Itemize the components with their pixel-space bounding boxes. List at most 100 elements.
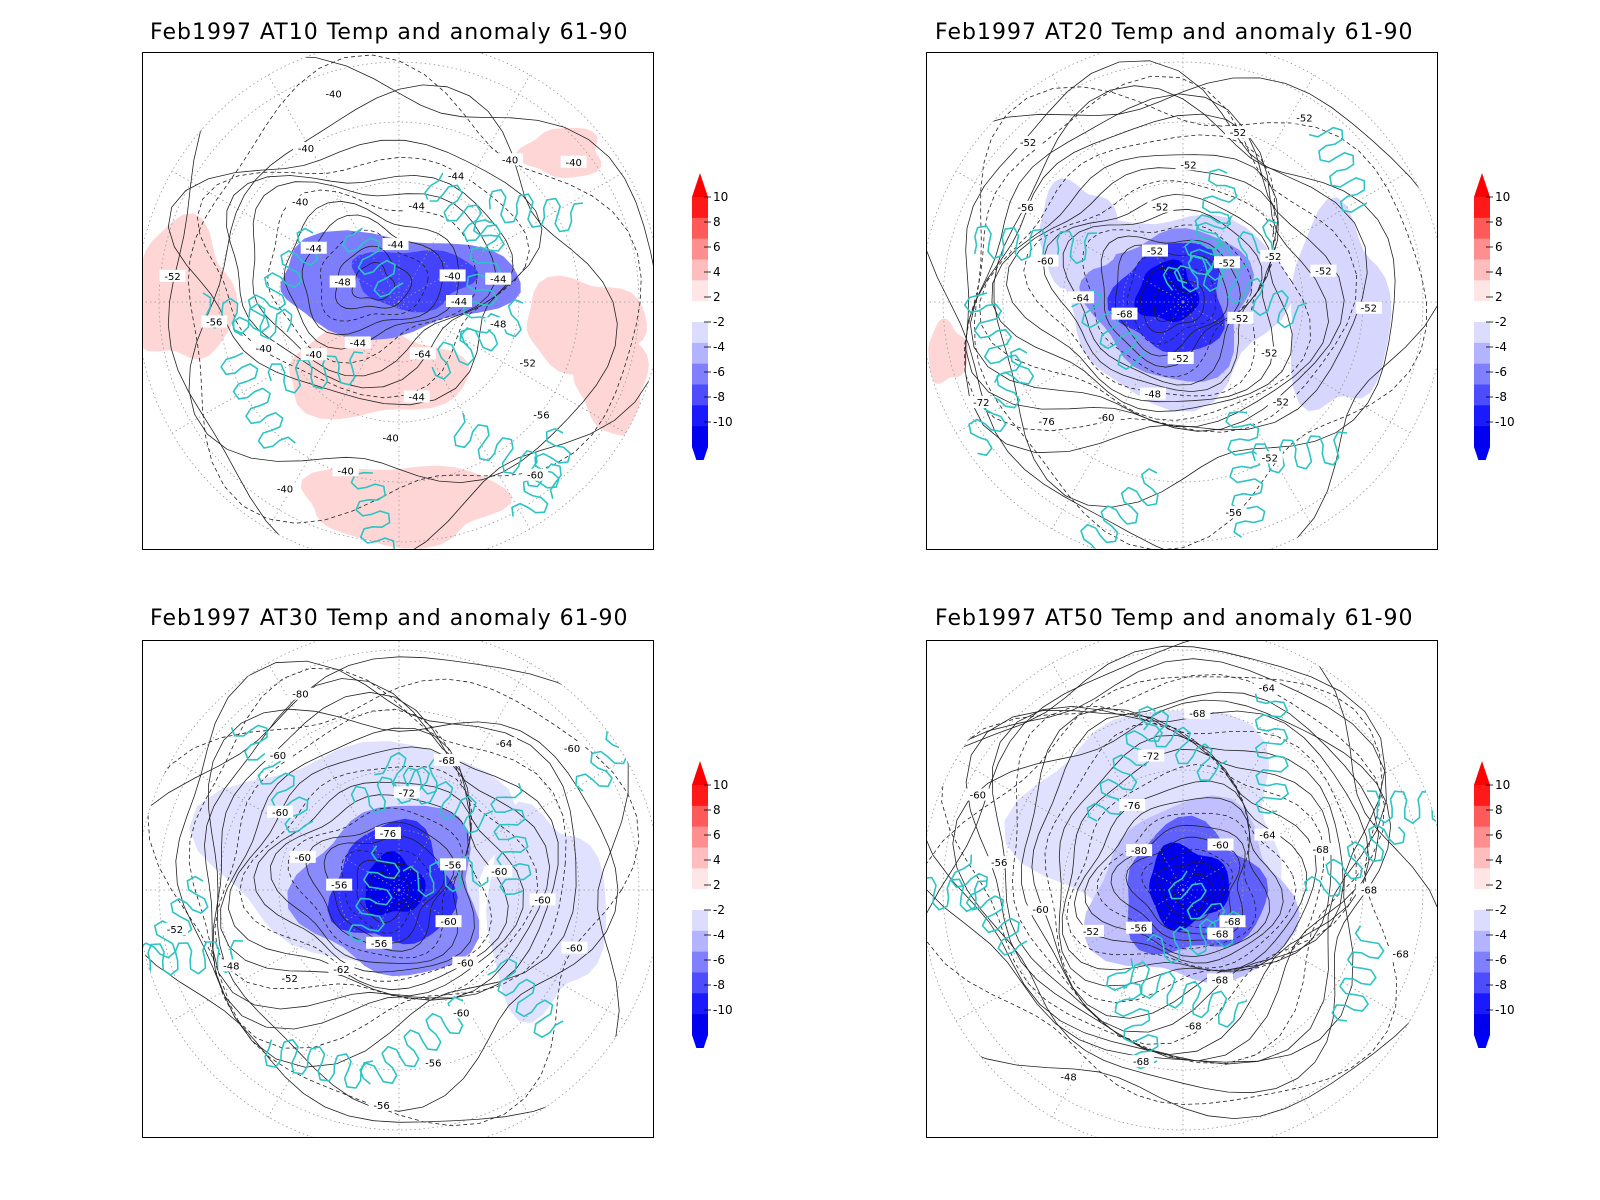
contour-line-at50-7 bbox=[1073, 780, 1284, 964]
cold-anomaly-at30-3 bbox=[365, 851, 426, 916]
contour-label-at50-2: -68 bbox=[1185, 1021, 1201, 1032]
contour-label-bg-at50-9 bbox=[964, 788, 991, 801]
outer-contour-at50-1 bbox=[927, 676, 1398, 1105]
colorbar-at30: 10 8 6 4 2 -2 -4 -6 -8 -10 bbox=[690, 758, 750, 1048]
contour-label-bg-at10-17 bbox=[287, 195, 314, 208]
contour-line-at20-11 bbox=[979, 134, 1311, 421]
contour-label-at20-23: -52 bbox=[1361, 304, 1377, 315]
contour-label-bg-at20-6 bbox=[1139, 387, 1166, 400]
map-svg-at20: -52 -52 -52 -52 -56 -52 -48 -60 -76 -72 -68 -64 -60 -… bbox=[927, 53, 1437, 549]
contour-line-at50-8 bbox=[1066, 764, 1297, 969]
contour-label-at50-11: -76 bbox=[1124, 801, 1140, 812]
meridian-at20-10 bbox=[1182, 74, 1315, 303]
contour-label-bg-at30-3 bbox=[420, 1056, 447, 1069]
panel-title-at20: Feb1997 AT20 Temp and anomaly 61-90 bbox=[935, 20, 1414, 45]
contour-label-at20-16: -52 bbox=[1152, 203, 1168, 214]
colorbar-swatch-2 bbox=[1474, 826, 1490, 848]
map-at10: -44 -48 -52 -56 -60 -64 -44 -40 -40 -40 -44 -40 -40 -… bbox=[142, 52, 654, 550]
coastline-at50-10 bbox=[1366, 790, 1437, 825]
coastline-at30-10 bbox=[575, 705, 644, 792]
colorbar-swatch-9 bbox=[692, 384, 708, 406]
colorbar-tick-label-3: 4 bbox=[713, 853, 721, 867]
colorbar-max-arrow bbox=[1474, 761, 1490, 785]
warm-anomaly-at10-3 bbox=[300, 465, 512, 549]
contour-label-at10-0: -44 bbox=[451, 297, 467, 308]
contour-label-at10-20: -44 bbox=[387, 240, 403, 251]
colorbar-swatch-11 bbox=[692, 1014, 708, 1036]
contour-label-bg-at10-7 bbox=[377, 431, 404, 444]
colorbar-tick-label-2: 6 bbox=[1495, 828, 1503, 842]
coastline-at50-8 bbox=[1106, 958, 1159, 1070]
contour-label-bg-at20-1 bbox=[1256, 346, 1283, 359]
contour-line-at20-9 bbox=[1006, 167, 1279, 403]
contour-label-at30-12: -60 bbox=[272, 808, 288, 819]
contour-label-bg-at10-21 bbox=[403, 199, 430, 212]
colorbar-svg-at10: 10 8 6 4 2 -2 -4 -6 -8 -10 bbox=[692, 173, 733, 460]
colorbar-swatch-6 bbox=[692, 910, 708, 932]
coastline-at30-6 bbox=[490, 782, 532, 896]
contour-label-bg-at10-14 bbox=[159, 269, 186, 282]
colorbar-tick-label-7: -6 bbox=[713, 953, 725, 967]
coastline-at20-8 bbox=[1079, 468, 1159, 549]
colorbar-swatch-5 bbox=[692, 889, 708, 911]
contour-label-at50-13: -68 bbox=[1189, 709, 1205, 720]
contour-label-at20-19: -52 bbox=[1296, 114, 1312, 125]
meridian-at30-10 bbox=[398, 662, 531, 891]
contour-label-at20-20: -52 bbox=[1219, 258, 1235, 269]
colorbar-swatch-2 bbox=[692, 826, 708, 848]
map-at50: -68 -68 -68 -68 -48 -56 -52 -60 -56 -60 -80 -76 -72 -… bbox=[926, 640, 1438, 1138]
contour-label-bg-at10-12 bbox=[250, 341, 277, 354]
contour-label-bg-at10-20 bbox=[382, 238, 409, 251]
colorbar-tick-label-5: -2 bbox=[713, 903, 725, 917]
contour-label-at10-4: -60 bbox=[527, 471, 543, 482]
contour-label-bg-at20-10 bbox=[1111, 307, 1138, 320]
colorbar-tick-label-7: -6 bbox=[1495, 953, 1507, 967]
coastline-at50-6 bbox=[1304, 824, 1406, 897]
outer-contour-at50-0 bbox=[952, 699, 1392, 1094]
contour-line-at30-7 bbox=[253, 781, 475, 973]
contour-label-bg-at10-23 bbox=[497, 153, 524, 166]
contour-label-bg-at50-17 bbox=[1307, 842, 1334, 855]
colorbar-swatch-3 bbox=[692, 847, 708, 869]
colorbar-swatch-5 bbox=[1474, 889, 1490, 911]
contour-label-bg-at50-4 bbox=[1055, 1070, 1082, 1083]
meridian-at50-10 bbox=[1182, 662, 1315, 891]
contour-label-bg-at20-3 bbox=[1256, 451, 1283, 464]
outer-contour-at30-1 bbox=[147, 678, 640, 1127]
meridian-at30-1 bbox=[398, 889, 627, 1022]
contour-label-at50-6: -52 bbox=[1083, 927, 1099, 938]
contour-label-bg-at50-0 bbox=[1207, 927, 1234, 940]
contour-label-at10-22: -44 bbox=[448, 171, 464, 182]
colorbar-tick-label-6: -4 bbox=[713, 928, 725, 942]
contour-label-at30-17: -68 bbox=[439, 756, 455, 767]
contour-label-bg-at50-13 bbox=[1184, 706, 1211, 719]
meridian-at30-2 bbox=[398, 889, 531, 1118]
colorbar-tick-label-8: -8 bbox=[1495, 390, 1507, 404]
contour-label-at20-10: -68 bbox=[1116, 310, 1132, 321]
contour-label-bg-at10-13 bbox=[201, 315, 228, 328]
coastline-at10-10 bbox=[488, 188, 584, 233]
contour-label-bg-at10-25 bbox=[439, 269, 466, 282]
colorbar-swatch-1 bbox=[692, 805, 708, 828]
contour-label-at10-17: -40 bbox=[292, 197, 308, 208]
contour-line-at10-9 bbox=[167, 139, 543, 406]
contour-label-bg-at10-1 bbox=[485, 317, 512, 330]
contour-line-at30-4 bbox=[305, 821, 455, 952]
colorbar-tick-label-9: -10 bbox=[1495, 415, 1515, 429]
coastline-at30-7 bbox=[359, 996, 464, 1085]
colorbar-swatch-8 bbox=[692, 363, 708, 385]
contour-label-bg-at50-6 bbox=[1077, 924, 1104, 937]
contour-label-at50-7: -60 bbox=[1032, 905, 1048, 916]
colorbar-swatch-9 bbox=[1474, 384, 1490, 406]
contour-label-bg-at10-19 bbox=[320, 87, 347, 100]
map-svg-at50: -68 -68 -68 -68 -48 -56 -52 -60 -56 -60 -80 -76 -72 -… bbox=[927, 641, 1437, 1137]
contour-label-at10-3: -56 bbox=[533, 411, 549, 422]
coastline-at30-9 bbox=[487, 957, 564, 1038]
contour-line-at50-10 bbox=[1058, 734, 1317, 987]
contour-label-bg-at10-15 bbox=[329, 275, 356, 288]
warm-anomaly-at10-0 bbox=[143, 213, 238, 360]
coastline-at50-11 bbox=[1168, 870, 1232, 940]
colorbar-tick-label-1: 8 bbox=[1495, 215, 1503, 229]
contour-label-bg-at10-4 bbox=[522, 468, 549, 481]
colorbar-tick-label-8: -8 bbox=[713, 390, 725, 404]
